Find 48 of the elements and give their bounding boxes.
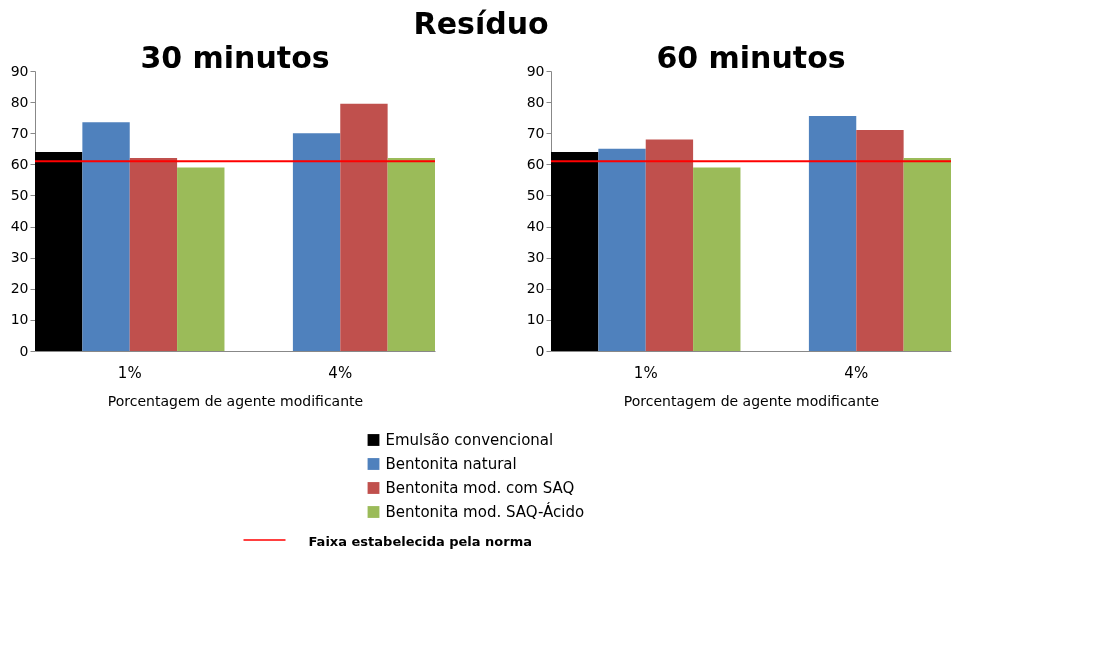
y-tick-label: 10 — [526, 311, 545, 328]
bar — [645, 139, 694, 351]
chart-title: 60 minutos — [656, 40, 846, 75]
y-tick-label: 0 — [19, 342, 29, 359]
bar — [387, 158, 435, 351]
y-tick-label: 30 — [526, 249, 545, 266]
bar — [598, 148, 646, 351]
legend-label: Bentonita mod. com SAQ — [385, 479, 575, 497]
bar — [551, 151, 599, 351]
bar — [177, 167, 225, 351]
y-tick-label: 60 — [526, 155, 545, 172]
y-tick-label: 20 — [526, 280, 545, 297]
bar — [808, 116, 857, 351]
bar — [903, 158, 951, 351]
y-tick-label: 60 — [10, 155, 29, 172]
y-tick-label: 10 — [10, 311, 29, 328]
bar — [129, 158, 178, 351]
x-axis-title: Porcentagem de agente modificante — [107, 392, 364, 409]
bar — [693, 167, 741, 351]
legend-label: Faixa estabelecida pela norma — [308, 534, 533, 549]
text: Resíduo — [413, 6, 549, 41]
legend-label: Bentonita mod. SAQ-Ácido — [385, 502, 585, 521]
y-tick-label: 70 — [526, 124, 545, 141]
legend-label: Bentonita natural — [385, 455, 517, 473]
bar — [35, 151, 83, 351]
y-tick-label: 90 — [526, 62, 545, 79]
legend-label: Emulsão convencional — [385, 431, 554, 449]
bar — [340, 103, 388, 351]
x-axis-title: Porcentagem de agente modificante — [623, 392, 880, 409]
y-tick-label: 50 — [10, 186, 29, 203]
x-tick-label: 4% — [844, 363, 869, 382]
x-tick-label: 1% — [117, 363, 142, 382]
x-tick-label: 1% — [633, 363, 658, 382]
y-tick-label: 20 — [10, 280, 29, 297]
y-tick-label: 80 — [10, 93, 29, 110]
y-tick-label: 0 — [535, 342, 545, 359]
y-tick-label: 80 — [526, 93, 545, 110]
bar — [856, 130, 904, 351]
y-tick-label: 40 — [526, 218, 545, 235]
y-tick-label: 40 — [10, 218, 29, 235]
y-tick-label: 30 — [10, 249, 29, 266]
x-tick-label: 4% — [328, 363, 353, 382]
bar — [292, 133, 341, 351]
chart-title: 30 minutos — [140, 40, 330, 75]
y-tick-label: 50 — [526, 186, 545, 203]
bar — [82, 122, 130, 351]
y-tick-label: 90 — [10, 62, 29, 79]
y-tick-label: 70 — [10, 124, 29, 141]
